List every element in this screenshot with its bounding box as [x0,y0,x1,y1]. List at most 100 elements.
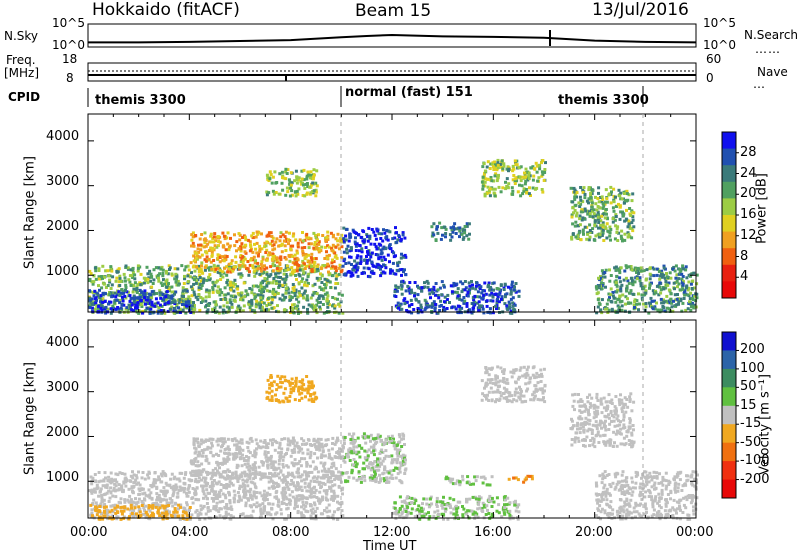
heatmap-cell [108,278,112,282]
heatmap-cell [349,274,353,278]
heatmap-cell [218,514,222,518]
heatmap-cell [307,260,311,264]
heatmap-cell [96,306,100,310]
heatmap-cell [686,288,690,292]
heatmap-cell [688,297,692,301]
heatmap-cell [593,223,597,227]
heatmap-cell [326,294,330,298]
heatmap-cell [271,175,275,179]
heatmap-cell [620,304,624,308]
heatmap-cell [258,272,262,276]
heatmap-cell [451,284,455,288]
heatmap-cell [266,442,270,446]
heatmap-cell [147,488,151,492]
heatmap-cell [599,226,603,230]
heatmap-cell [133,506,137,510]
heatmap-cell [382,245,386,249]
heatmap-cell [279,235,283,239]
heatmap-cell [532,167,536,171]
heatmap-cell [477,300,481,304]
heatmap-cell [285,482,288,486]
heatmap-cell [214,495,218,499]
heatmap-cell [271,269,275,273]
heatmap-cell [286,506,290,510]
heatmap-cell [101,291,105,295]
heatmap-cell [643,284,647,288]
heatmap-cell [331,304,334,308]
heatmap-cell [318,285,322,289]
heatmap-cell [349,255,353,259]
heatmap-cell [265,284,269,288]
heatmap-cell [120,512,124,516]
heatmap-cell [480,291,484,295]
heatmap-cell [477,283,481,287]
heatmap-cell [518,175,522,179]
heatmap-cell [121,505,125,509]
heatmap-cell [498,289,502,293]
heatmap-cell [156,508,160,512]
heatmap-cell [292,303,296,307]
heatmap-cell [689,308,693,312]
heatmap-cell [238,449,242,453]
heatmap-cell [115,480,119,484]
heatmap-cell [295,441,299,445]
heatmap-cell [594,195,597,199]
heatmap-cell [271,248,275,252]
heatmap-cell [129,498,133,502]
heatmap-cell [143,498,147,502]
heatmap-cell [143,512,147,516]
heatmap-cell [265,493,269,497]
heatmap-cell [275,497,279,501]
heatmap-cell [96,292,100,296]
heatmap-cell [611,220,615,224]
heatmap-cell [280,170,284,174]
heatmap-cell [616,304,620,308]
heatmap-cell [368,237,372,241]
heatmap-cell [467,288,471,292]
heatmap-cell [630,279,634,283]
heatmap-cell [612,187,616,191]
heatmap-cell [132,473,136,477]
heatmap-cell [135,287,139,290]
heatmap-cell [148,298,152,302]
heatmap-cell [246,446,250,449]
heatmap-cell [373,233,377,237]
heatmap-cell [249,243,252,247]
heatmap-cell [242,459,246,462]
heatmap-cell [284,237,288,241]
heatmap-cell [313,467,317,471]
heatmap-cell [117,487,121,491]
heatmap-cell [471,307,475,310]
heatmap-cell [243,487,247,491]
heatmap-cell [304,264,308,268]
heatmap-cell [336,450,340,454]
heatmap-cell [200,270,204,274]
heatmap-cell [110,269,114,273]
heatmap-cell [146,300,149,304]
heatmap-cell [90,306,94,310]
heatmap-cell [678,288,682,292]
heatmap-cell [273,257,277,260]
heatmap-cell [317,296,321,300]
heatmap-cell [313,260,317,264]
heatmap-cell [169,486,173,490]
heatmap-cell [680,309,684,313]
heatmap-cell [227,306,231,310]
heatmap-cell [639,266,643,270]
heatmap-cell [271,189,275,193]
heatmap-cell [265,258,269,262]
heatmap-cell [302,271,306,275]
heatmap-cell [316,301,320,305]
heatmap-cell [588,235,592,239]
heatmap-cell [523,173,527,177]
heatmap-cell [266,446,270,450]
heatmap-cell [212,240,216,244]
heatmap-cell [481,296,485,300]
heatmap-cell [495,307,498,310]
heatmap-cell [95,487,99,491]
heatmap-cell [128,294,132,298]
heatmap-cell [404,273,408,277]
heatmap-cell [675,297,679,301]
heatmap-cell [190,513,194,517]
heatmap-cell [495,179,499,183]
